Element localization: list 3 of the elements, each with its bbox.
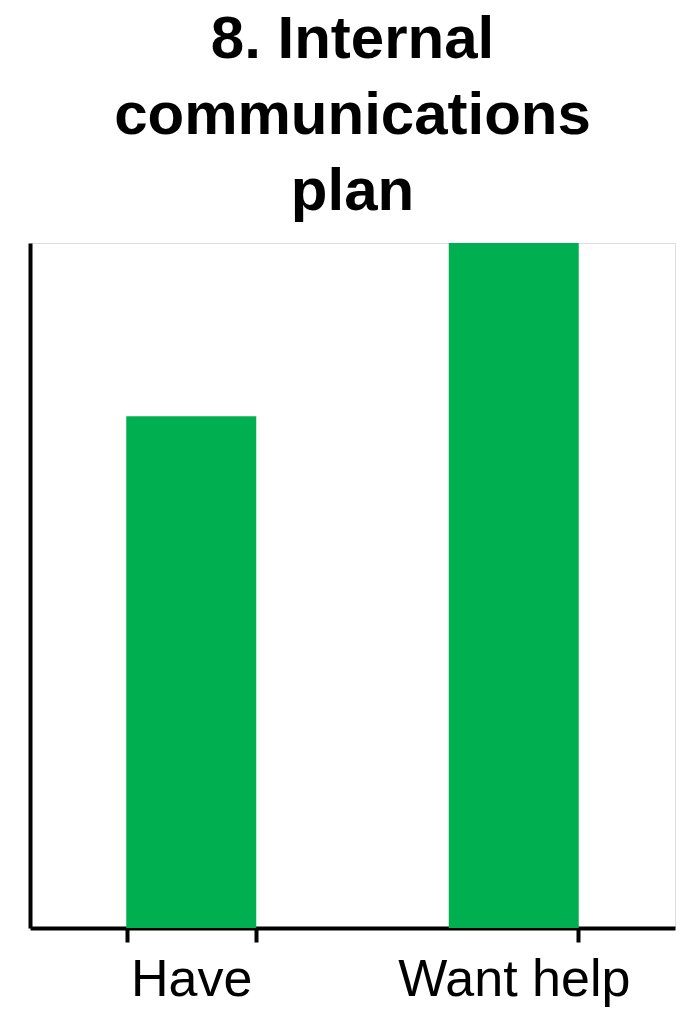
chart-title: 8. Internal communications plan <box>114 4 591 223</box>
x-tick-label: Want help <box>398 948 631 1007</box>
x-tick-label: Have <box>131 948 253 1007</box>
